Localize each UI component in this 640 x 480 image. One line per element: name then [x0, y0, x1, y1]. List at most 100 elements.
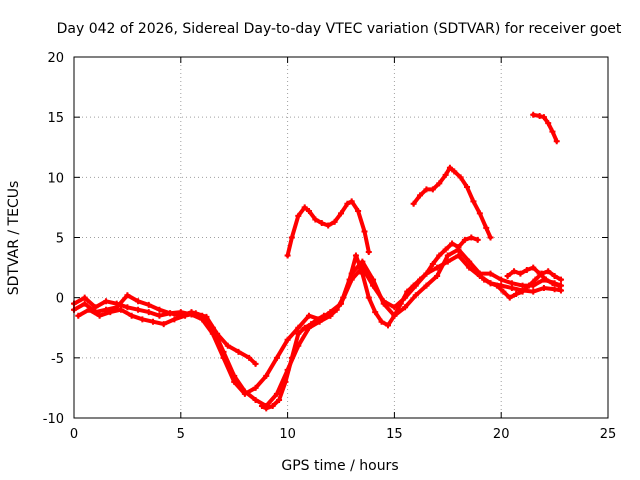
data-point — [333, 306, 340, 313]
y-axis-label: SDTVAR / TECUs — [6, 181, 22, 296]
data-point — [558, 276, 565, 283]
data-point — [85, 306, 92, 313]
data-point — [444, 252, 451, 259]
data-point — [551, 286, 558, 293]
data-point — [252, 384, 259, 391]
data-point — [263, 405, 270, 412]
data-point — [391, 312, 398, 319]
series-track-7 — [530, 111, 560, 145]
data-point — [523, 266, 530, 273]
data-point — [171, 316, 178, 323]
data-point — [449, 240, 456, 247]
data-point — [504, 273, 511, 280]
data-point — [305, 208, 312, 215]
data-point — [402, 304, 409, 311]
grid — [74, 57, 608, 418]
data-point — [434, 264, 441, 271]
data-point — [530, 111, 537, 118]
x-axis-label: GPS time / hours — [281, 458, 398, 474]
data-point — [318, 220, 325, 227]
data-point — [263, 372, 270, 379]
data-point — [325, 222, 332, 229]
data-point — [284, 252, 291, 259]
x-tick-label: 0 — [70, 427, 78, 442]
data-point — [160, 321, 167, 328]
data-point — [338, 210, 344, 217]
data-point — [545, 268, 552, 275]
data-point — [493, 282, 500, 289]
data-point — [224, 342, 231, 349]
data-point — [203, 313, 210, 320]
data-point — [378, 318, 385, 325]
x-tick-label: 5 — [177, 427, 185, 442]
data-point — [404, 288, 411, 295]
data-point — [135, 306, 142, 313]
data-point — [380, 300, 387, 307]
data-point — [75, 312, 82, 319]
data-point — [553, 138, 560, 145]
chart-title: Day 042 of 2026, Sidereal Day-to-day VTE… — [57, 21, 622, 37]
data-point — [156, 312, 163, 319]
data-point — [487, 270, 494, 277]
data-point — [117, 306, 124, 313]
data-point — [519, 282, 526, 289]
data-point — [295, 324, 302, 331]
data-point — [295, 330, 302, 337]
series-track-9 — [504, 264, 562, 289]
data-point — [150, 318, 157, 325]
data-point — [258, 402, 265, 409]
y-tick-label: 20 — [47, 51, 64, 66]
data-point — [410, 200, 417, 207]
data-point — [308, 321, 315, 328]
data-point — [442, 171, 449, 178]
data-point — [457, 174, 464, 181]
data-point — [344, 200, 351, 207]
data-point — [365, 248, 372, 255]
data-point — [397, 300, 404, 307]
data-point — [525, 282, 532, 289]
data-point — [476, 270, 483, 277]
data-point — [235, 348, 242, 355]
data-point — [530, 288, 537, 295]
data-point — [327, 312, 334, 319]
data-point — [423, 186, 430, 193]
data-point — [487, 280, 494, 287]
data-point — [282, 378, 289, 385]
data-point — [107, 309, 114, 316]
data-point — [513, 291, 520, 298]
data-point — [252, 396, 259, 403]
data-point — [231, 372, 238, 379]
data-point — [446, 164, 453, 171]
data-point — [361, 228, 368, 235]
data-point — [451, 168, 458, 175]
data-point — [359, 270, 366, 277]
data-point — [128, 312, 135, 319]
data-point — [273, 354, 280, 361]
data-point — [455, 244, 462, 251]
data-point — [359, 258, 366, 265]
data-point — [348, 198, 355, 205]
data-point — [284, 336, 291, 343]
data-point — [273, 390, 280, 397]
data-point — [139, 316, 146, 323]
data-point — [252, 360, 259, 367]
data-point — [461, 236, 468, 243]
data-point — [466, 258, 473, 265]
plot-area — [71, 111, 565, 412]
data-point — [500, 288, 507, 295]
data-point — [434, 273, 441, 280]
data-point — [372, 309, 379, 316]
data-point — [391, 304, 398, 311]
data-point — [476, 210, 483, 217]
x-tick-label: 25 — [600, 427, 617, 442]
data-point — [508, 280, 515, 287]
data-point — [436, 252, 443, 259]
data-point — [464, 183, 471, 190]
data-point — [352, 252, 359, 259]
series-track-4 — [258, 234, 481, 412]
series-track-5 — [284, 198, 372, 259]
data-point — [81, 300, 88, 307]
data-point — [331, 218, 338, 225]
data-point — [288, 354, 295, 361]
